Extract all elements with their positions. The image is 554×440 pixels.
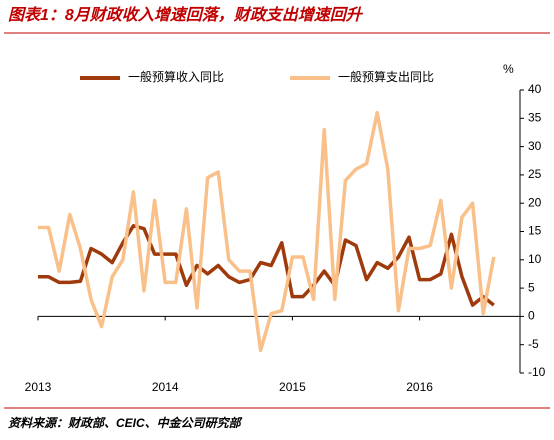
y-tick-label: 25 [528, 167, 542, 181]
chart-title: 图表1：8月财政收入增速回落，财政支出增速回升 [8, 6, 364, 24]
y-tick-label: 10 [528, 252, 542, 266]
y-tick-label: 15 [528, 224, 542, 238]
y-tick-label: 30 [528, 139, 542, 153]
legend-label: 一般预算支出同比 [338, 69, 434, 84]
series-line [38, 224, 495, 307]
y-tick-label: 5 [528, 280, 535, 294]
y-tick-label: 20 [528, 195, 542, 209]
series-line [38, 110, 496, 353]
x-tick-label: 2014 [152, 380, 179, 394]
y-tick-label: -5 [528, 337, 539, 351]
x-tick-label: 2016 [406, 380, 433, 394]
x-tick-label: 2013 [25, 380, 52, 394]
x-tick-label: 2015 [279, 380, 306, 394]
source: 资料来源：财政部、CEIC、中金公司研究部 [8, 416, 243, 430]
y-tick-label: 0 [528, 309, 535, 323]
y-tick-label: 35 [528, 110, 542, 124]
legend-label: 一般预算收入同比 [128, 69, 224, 84]
y-unit: % [503, 62, 514, 76]
y-tick-label: -10 [528, 365, 546, 379]
y-tick-label: 40 [528, 82, 542, 96]
